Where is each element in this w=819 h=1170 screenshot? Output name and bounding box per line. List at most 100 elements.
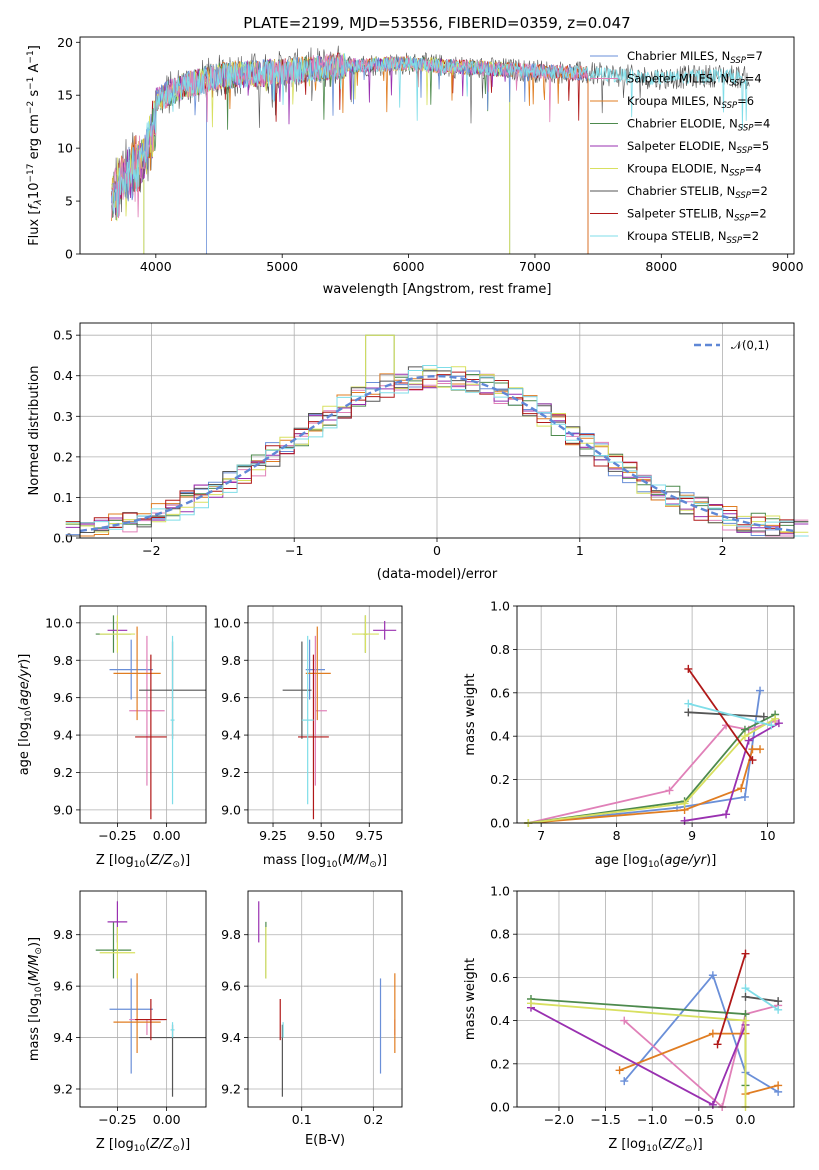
y-tick-label: 0.3 xyxy=(53,409,73,424)
x-tick-label: 2 xyxy=(719,543,727,558)
x-tick-label: 7 xyxy=(537,828,545,843)
x-tick-label: 0 xyxy=(433,543,441,558)
x-tick-label: −0.25 xyxy=(98,828,136,843)
data-point-marker xyxy=(771,714,780,723)
y-axis-label: Flux [fλ10−17 erg cm−2 s−1 A−1] xyxy=(26,45,44,246)
y-axis-label: Normed distribution xyxy=(27,366,42,496)
y-tick-label: 0.4 xyxy=(53,368,73,383)
x-axis-label: Z [log10(Z/Z⊙)] xyxy=(96,1137,190,1154)
data-point-marker xyxy=(620,1077,629,1086)
x-axis-label: Z [log10(Z/Z⊙)] xyxy=(96,853,190,870)
data-point-marker xyxy=(774,719,783,728)
data-point-marker xyxy=(744,736,753,745)
legend-entry: Chabrier ELODIE, NSSP=4 xyxy=(627,117,770,134)
x-tick-label: −1 xyxy=(285,543,303,558)
y-tick-label: 9.0 xyxy=(53,802,73,817)
data-point-marker xyxy=(526,999,535,1008)
x-tick-label: −2 xyxy=(142,543,160,558)
y-axis-label: mass weight xyxy=(463,958,478,1040)
series-line-salpeter-stelib xyxy=(716,953,747,1045)
y-tick-label: 9.4 xyxy=(221,728,241,743)
y-tick-label: 9.2 xyxy=(53,1082,73,1097)
y-tick-label: 20 xyxy=(57,35,73,50)
x-tick-label: 0.0 xyxy=(736,1112,756,1127)
y-tick-label: 0.4 xyxy=(490,1013,510,1028)
data-point-marker xyxy=(620,1016,629,1025)
y-tick-label: 9.8 xyxy=(221,653,241,668)
plot-background xyxy=(80,606,206,823)
legend-entry: Chabrier STELIB, NSSP=2 xyxy=(627,184,768,201)
y-tick-label: 0.0 xyxy=(490,1100,510,1115)
x-axis-label: E(B-V) xyxy=(305,1133,345,1148)
y-tick-label: 0 xyxy=(65,247,73,262)
y-tick-label: 0.0 xyxy=(490,816,510,831)
x-tick-label: 8000 xyxy=(645,259,677,274)
age-vs-metallicity-plot: −0.25 0.00 9.0 9.2 9.4 9.6 9.8 10.0 Z [log10(Z/Z… xyxy=(17,605,207,870)
mass-vs-extinction-plot: 0.1 0.2 9.2 9.4 9.6 9.8 E(B-V) xyxy=(221,890,403,1148)
x-axis-label: (data-model)/error xyxy=(377,567,498,582)
y-tick-label: 9.8 xyxy=(53,927,73,942)
y-tick-label: 1.0 xyxy=(490,884,510,899)
legend-entry: Kroupa STELIB, NSSP=2 xyxy=(627,229,759,246)
x-tick-label: 9 xyxy=(688,828,696,843)
x-tick-label: −1.5 xyxy=(590,1112,620,1127)
data-point-marker xyxy=(748,756,757,765)
plot-background xyxy=(517,606,794,823)
y-tick-label: 15 xyxy=(57,88,73,103)
y-tick-label: 0.4 xyxy=(490,729,510,744)
axes-frame xyxy=(247,605,403,824)
data-point-marker xyxy=(767,721,776,730)
y-tick-label: 1.0 xyxy=(490,599,510,614)
plot-background xyxy=(517,891,794,1107)
x-axis-label: Z [log10(Z/Z⊙)] xyxy=(608,1137,702,1154)
plot-background xyxy=(248,606,402,823)
y-tick-label: 10.0 xyxy=(213,615,241,630)
data-point-marker xyxy=(708,1100,717,1109)
y-tick-label: 9.4 xyxy=(53,1030,73,1045)
data-point-marker xyxy=(737,784,746,793)
x-tick-label: 1 xyxy=(576,543,584,558)
data-point-marker xyxy=(708,1029,717,1038)
x-tick-label: 6000 xyxy=(393,259,425,274)
y-tick-label: 0.2 xyxy=(53,449,73,464)
y-axis-label: age [log10(age/yr)] xyxy=(17,654,34,776)
y-tick-label: 0.6 xyxy=(490,970,510,985)
data-point-marker xyxy=(756,686,765,695)
data-point-marker xyxy=(774,1005,783,1014)
data-point-marker xyxy=(740,732,749,741)
mass-weight-vs-metallicity-plot: −2.0 −1.5 −1.0 −0.5 0.0 0.0 0.2 0.4 0.6 0.8 1.0 mas… xyxy=(463,884,795,1154)
data-point-marker xyxy=(741,1016,750,1025)
x-axis-label: mass [log10(M/M⊙)] xyxy=(263,853,387,870)
mass-vs-metallicity-plot: −0.25 0.00 9.2 9.4 9.6 9.8 Z [log10(Z/Z⊙)] mass… xyxy=(27,890,207,1154)
data-point-marker xyxy=(756,745,765,754)
y-tick-label: 9.6 xyxy=(221,690,241,705)
x-tick-label: −2.0 xyxy=(544,1112,574,1127)
x-tick-label: −0.5 xyxy=(684,1112,714,1127)
y-axis-label: mass [log10(M/M⊙)] xyxy=(27,937,44,1061)
data-point-marker xyxy=(741,984,750,993)
data-point-marker xyxy=(748,745,757,754)
data-point-marker xyxy=(713,1040,722,1049)
axes-frame xyxy=(79,605,207,824)
normal-distribution-curve xyxy=(80,374,794,533)
y-tick-label: 5 xyxy=(65,194,73,209)
series-line-kroupa-stelib xyxy=(688,702,772,727)
data-point-marker xyxy=(684,699,693,708)
x-tick-label: 4000 xyxy=(140,259,172,274)
data-point-marker xyxy=(680,799,689,808)
data-point-marker xyxy=(615,1066,624,1075)
y-tick-label: 10.0 xyxy=(45,615,73,630)
y-tick-label: 9.2 xyxy=(53,765,73,780)
y-tick-label: 10 xyxy=(57,141,73,156)
y-tick-label: 9.8 xyxy=(53,653,73,668)
y-tick-label: 9.4 xyxy=(221,1030,241,1045)
x-tick-label: 7000 xyxy=(519,259,551,274)
mass-weight-vs-age-plot: 7 8 9 10 0.0 0.2 0.4 0.6 0.8 1.0 mass weight age [l… xyxy=(463,599,795,870)
legend-entry: 𝒩(0,1) xyxy=(731,338,769,352)
plot-background xyxy=(248,891,402,1107)
data-point-marker xyxy=(741,949,750,958)
x-axis-label: age [log10(age/yr)] xyxy=(595,853,717,870)
spectrum-line-kroupa-stelib xyxy=(111,53,750,217)
figure-title: PLATE=2199, MJD=53556, FIBERID=0359, z=0… xyxy=(243,14,630,32)
